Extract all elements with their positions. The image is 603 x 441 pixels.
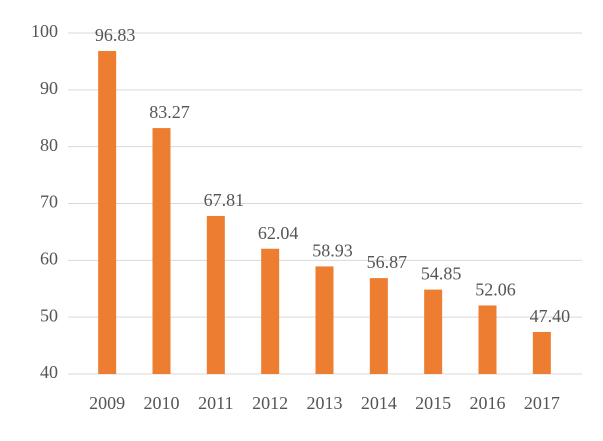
bar [98, 51, 117, 374]
y-tick-label: 90 [40, 78, 58, 98]
bar [478, 305, 497, 374]
y-tick-label: 60 [40, 248, 58, 268]
value-label: 67.81 [204, 190, 245, 210]
bar [261, 248, 280, 374]
x-tick-label: 2016 [470, 393, 506, 413]
y-tick-label: 50 [40, 305, 58, 325]
x-tick-label: 2017 [524, 393, 560, 413]
x-tick-label: 2009 [89, 393, 125, 413]
value-label: 83.27 [149, 102, 190, 122]
x-tick-label: 2010 [144, 393, 180, 413]
y-tick-label: 80 [40, 135, 58, 155]
value-label: 52.06 [475, 280, 516, 300]
value-label: 58.93 [312, 241, 353, 261]
value-label: 56.87 [367, 252, 408, 272]
x-tick-label: 2015 [415, 393, 451, 413]
x-tick-label: 2012 [252, 393, 288, 413]
value-label: 54.85 [421, 264, 462, 284]
bar [369, 278, 388, 374]
bar [532, 331, 551, 374]
value-label: 96.83 [95, 25, 136, 45]
value-label: 62.04 [258, 223, 299, 243]
bar [315, 266, 334, 374]
x-tick-label: 2011 [198, 393, 233, 413]
x-tick-label: 2013 [307, 393, 343, 413]
bar [424, 289, 443, 374]
y-tick-label: 70 [40, 192, 58, 212]
value-label: 47.40 [530, 306, 571, 326]
y-tick-label: 100 [31, 21, 58, 41]
x-tick-label: 2014 [361, 393, 397, 413]
bar [152, 128, 171, 374]
bar [206, 215, 225, 374]
y-tick-label: 40 [40, 362, 58, 382]
